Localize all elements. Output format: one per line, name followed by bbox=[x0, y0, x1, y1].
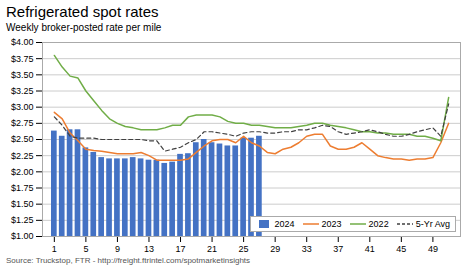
svg-text:49: 49 bbox=[428, 244, 438, 254]
svg-text:37: 37 bbox=[333, 244, 343, 254]
svg-text:$3.25: $3.25 bbox=[11, 86, 34, 96]
svg-text:$2.25: $2.25 bbox=[11, 151, 34, 161]
svg-text:$2.00: $2.00 bbox=[11, 167, 34, 177]
svg-text:33: 33 bbox=[302, 244, 312, 254]
svg-text:17: 17 bbox=[176, 244, 186, 254]
svg-text:$3.50: $3.50 bbox=[11, 70, 34, 80]
svg-text:5: 5 bbox=[83, 244, 88, 254]
svg-text:$3.00: $3.00 bbox=[11, 102, 34, 112]
svg-text:21: 21 bbox=[207, 244, 217, 254]
svg-text:$4.00: $4.00 bbox=[11, 37, 34, 47]
html-text:2024: 2024 bbox=[274, 219, 295, 229]
svg-text:$3.75: $3.75 bbox=[11, 54, 34, 64]
svg-text:$2.75: $2.75 bbox=[11, 118, 34, 128]
svg-text:9: 9 bbox=[115, 244, 120, 254]
svg-text:25: 25 bbox=[239, 244, 249, 254]
svg-text:1: 1 bbox=[52, 244, 57, 254]
html-text:2022: 2022 bbox=[368, 219, 389, 229]
html-text:Source: Truckstop, FTR - http:: Source: Truckstop, FTR - http://freight.… bbox=[6, 256, 251, 265]
svg-text:41: 41 bbox=[365, 244, 375, 254]
html-text:Refrigerated spot rates: Refrigerated spot rates bbox=[6, 3, 159, 20]
svg-text:$1.50: $1.50 bbox=[11, 199, 34, 209]
svg-text:45: 45 bbox=[396, 244, 406, 254]
svg-text:13: 13 bbox=[144, 244, 154, 254]
svg-text:$1.25: $1.25 bbox=[11, 215, 34, 225]
svg-text:29: 29 bbox=[270, 244, 280, 254]
svg-text:$1.75: $1.75 bbox=[11, 183, 34, 193]
html-text:5-Yr Avg: 5-Yr Avg bbox=[415, 219, 450, 229]
html-text:Weekly broker-posted rate per: Weekly broker-posted rate per mile bbox=[6, 22, 162, 33]
svg-text:$2.50: $2.50 bbox=[11, 134, 34, 144]
html-text:2023: 2023 bbox=[321, 219, 342, 229]
svg-text:$1.00: $1.00 bbox=[11, 231, 34, 241]
